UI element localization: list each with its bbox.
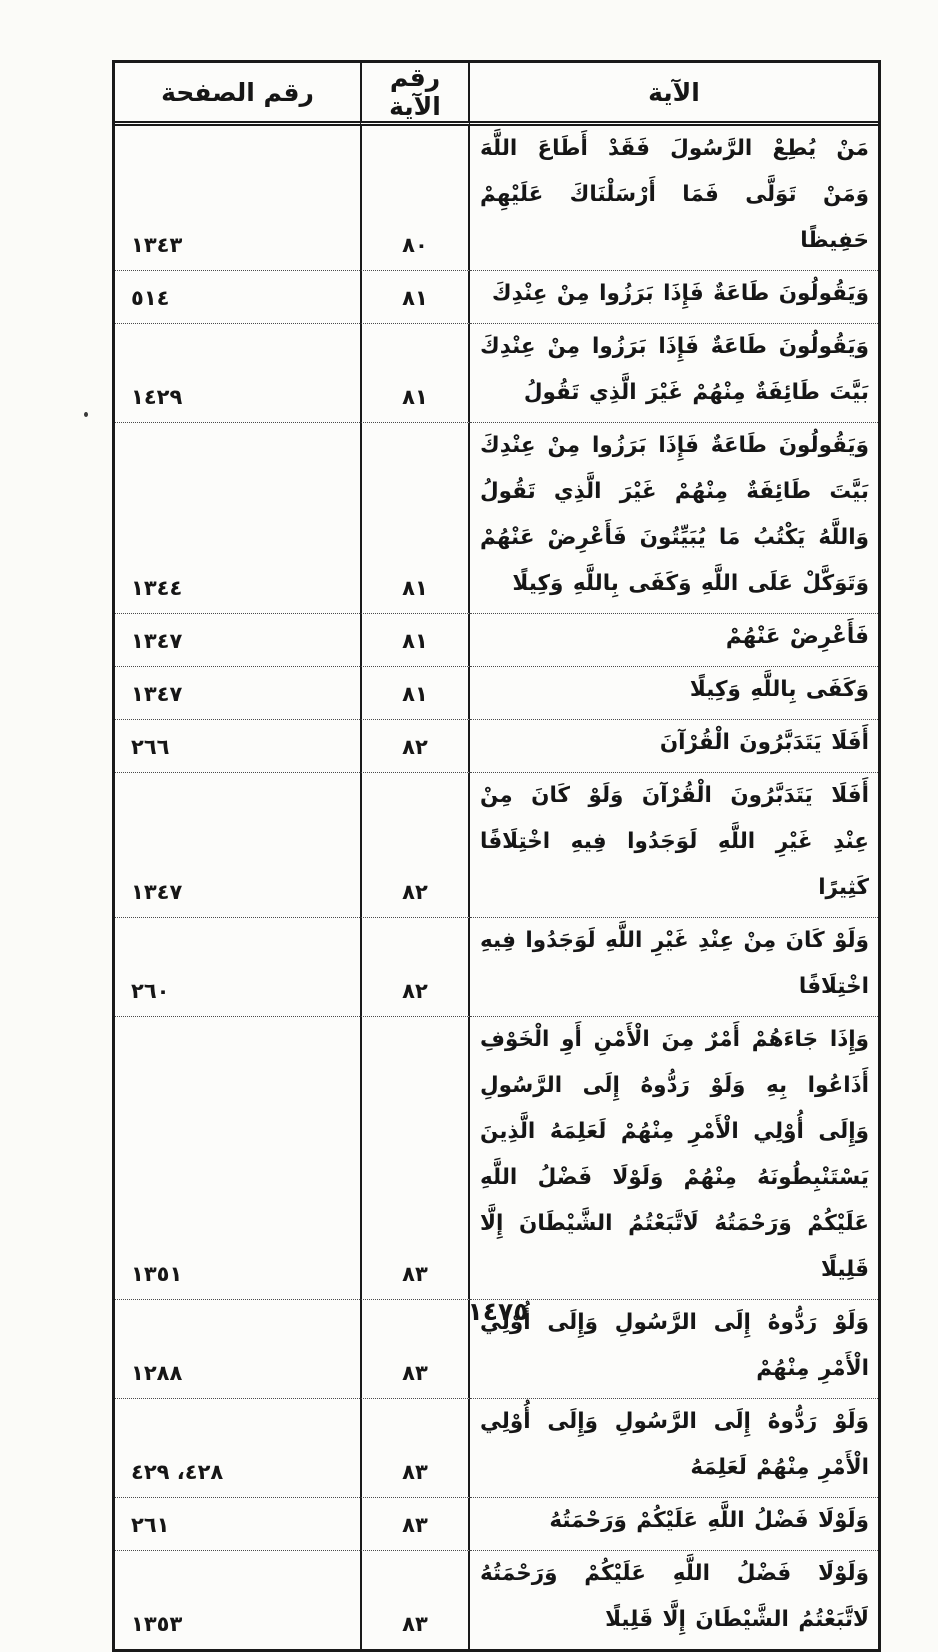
page-number-cell: ١٣٤٣ [131,233,183,257]
page-number-cell: ١٣٤٧ [115,772,360,917]
page-number-cell: ٥١٤ [115,270,360,323]
table-row: وَيَقُولُونَ طَاعَةٌ فَإِذَا بَرَزُوا مِ… [115,270,878,323]
page-number-cell: ١٣٤٧ [115,666,360,719]
table-row: وَلَوْلَا فَضْلُ اللَّهِ عَلَيْكُمْ وَرَ… [115,1550,878,1649]
table-row: مَنْ يُطِعْ الرَّسُولَ فَقَدْ أَطَاعَ ال… [115,126,878,270]
verse-cell: وَيَقُولُونَ طَاعَةٌ فَإِذَا بَرَزُوا مِ… [470,422,878,613]
column-header-page-number: رقم الصفحة [115,63,360,126]
page-number-cell: ٢٦٦ [115,719,360,772]
verse-cell: وَيَقُولُونَ طَاعَةٌ فَإِذَا بَرَزُوا مِ… [470,323,878,422]
table-row: وَيَقُولُونَ طَاعَةٌ فَإِذَا بَرَزُوا مِ… [115,422,878,613]
page-number-cell: ٢٦٠ [115,917,360,1016]
ayah-number-cell: ٨٢ [360,719,470,772]
table-row: وَلَوْ كَانَ مِنْ عِنْدِ غَيْرِ اللَّهِ … [115,917,878,1016]
ayah-number-cell: ٨٣ [360,1016,470,1299]
ayah-number-cell: ٨٢ [360,772,470,917]
page-number-cell: ١٣٥١ [115,1016,360,1299]
verse-cell: وَكَفَى بِاللَّهِ وَكِيلًا [470,666,878,719]
page-number-cell: ١٣٥٣ [115,1550,360,1649]
table-row: أَفَلَا يَتَدَبَّرُونَ الْقُرْآنَ وَلَوْ… [115,772,878,917]
ayah-number-cell: ٨٢ [360,917,470,1016]
verse-cell: أَفَلَا يَتَدَبَّرُونَ الْقُرْآنَ [470,719,878,772]
scan-speck [84,412,88,417]
page-number-cell: ٢٦١ [115,1497,360,1550]
table-row: وَإِذَا جَاءَهُمْ أَمْرٌ مِنَ الْأَمْنِ … [115,1016,878,1299]
page-number-cell: ٤٢٨، ٤٢٩ [115,1398,360,1497]
verse-index-table: الآية رقم الآية رقم الصفحة مَنْ يُطِعْ ا… [112,60,881,1652]
ayah-number-cell: ٨١ [360,270,470,323]
page-number-cell: ١٤٢٩ [115,323,360,422]
column-header-ayah: الآية [470,63,878,126]
book-page-number: ١٤٧٥ [467,1297,529,1326]
ayah-number-cell: ٨٣ [360,1398,470,1497]
ayah-number-cell: ٨١ [360,666,470,719]
verse-cell: وَلَوْلَا فَضْلُ اللَّهِ عَلَيْكُمْ وَرَ… [470,1497,878,1550]
verse-cell: وَيَقُولُونَ طَاعَةٌ فَإِذَا بَرَزُوا مِ… [470,270,878,323]
verse-cell: وَلَوْلَا فَضْلُ اللَّهِ عَلَيْكُمْ وَرَ… [470,1550,878,1649]
table-row: وَلَوْ رَدُّوهُ إِلَى الرَّسُولِ وَإِلَى… [115,1398,878,1497]
header-row: الآية رقم الآية رقم الصفحة [115,63,878,126]
table-row: فَأَعْرِضْ عَنْهُمْ ٨١ ١٣٤٧ [115,613,878,666]
ayah-number-cell: ٨١ [360,422,470,613]
table-row: وَيَقُولُونَ طَاعَةٌ فَإِذَا بَرَزُوا مِ… [115,323,878,422]
ayah-number-cell: ٨١ [360,613,470,666]
verse-cell: وَلَوْ رَدُّوهُ إِلَى الرَّسُولِ وَإِلَى… [470,1398,878,1497]
verse-cell: أَفَلَا يَتَدَبَّرُونَ الْقُرْآنَ وَلَوْ… [470,772,878,917]
verse-cell: مَنْ يُطِعْ الرَّسُولَ فَقَدْ أَطَاعَ ال… [480,136,869,253]
column-header-ayah-number: رقم الآية [360,63,470,126]
table-row: وَلَوْلَا فَضْلُ اللَّهِ عَلَيْكُمْ وَرَ… [115,1497,878,1550]
ayah-number-cell: ٨٣ [360,1550,470,1649]
verse-cell: فَأَعْرِضْ عَنْهُمْ [470,613,878,666]
verse-cell: وَإِذَا جَاءَهُمْ أَمْرٌ مِنَ الْأَمْنِ … [470,1016,878,1299]
ayah-number-cell: ٨١ [360,323,470,422]
table-row: أَفَلَا يَتَدَبَّرُونَ الْقُرْآنَ ٨٢ ٢٦٦ [115,719,878,772]
page-number-cell: ١٣٤٤ [115,422,360,613]
page-number-cell: ١٣٤٧ [115,613,360,666]
ayah-number-cell: ٨٣ [360,1497,470,1550]
ayah-number-cell: ٨٠ [360,126,470,270]
table-row: وَكَفَى بِاللَّهِ وَكِيلًا ٨١ ١٣٤٧ [115,666,878,719]
scan-page: الآية رقم الآية رقم الصفحة مَنْ يُطِعْ ا… [84,60,881,1652]
verse-cell: وَلَوْ كَانَ مِنْ عِنْدِ غَيْرِ اللَّهِ … [470,917,878,1016]
